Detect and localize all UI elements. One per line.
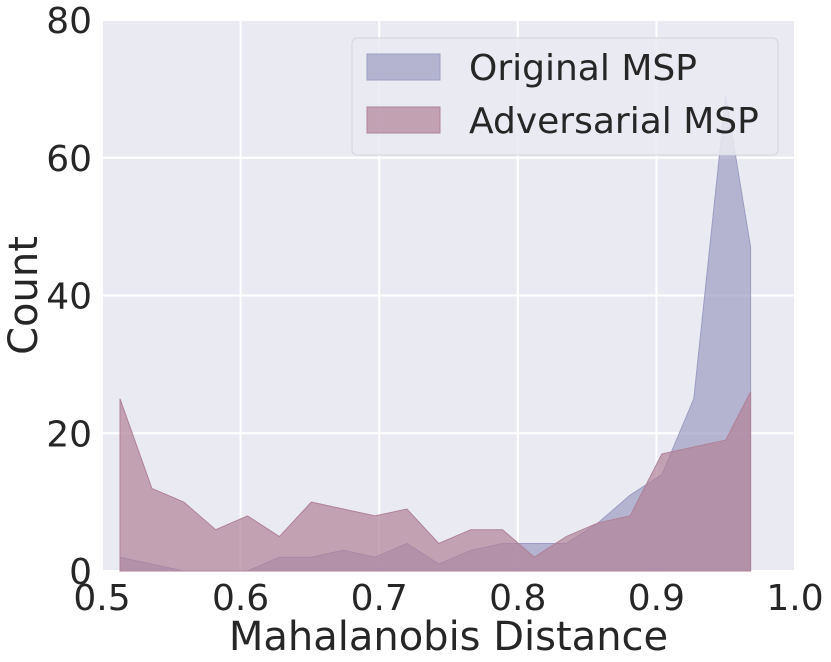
y-tick-label-2: 40: [46, 277, 92, 318]
series-areas: [119, 95, 752, 572]
legend: Original MSP Adversarial MSP: [351, 37, 779, 156]
legend-swatch-0: [366, 53, 441, 81]
legend-frame: [351, 37, 779, 156]
legend-label-1: Adversarial MSP: [469, 101, 759, 142]
series-area-1: [119, 391, 752, 572]
y-tick-label-4: 80: [46, 1, 92, 42]
tick-labels: 0.5 0.6 0.7 0.8 0.9 1.0 0 20 40 60 80: [46, 1, 823, 619]
y-axis-label: Count: [1, 236, 47, 355]
x-tick-label-4: 0.9: [628, 578, 685, 619]
x-tick-label-5: 1.0: [766, 578, 823, 619]
x-tick-label-3: 0.8: [489, 578, 546, 619]
legend-label-0: Original MSP: [469, 48, 697, 89]
y-tick-label-3: 60: [46, 139, 92, 180]
y-tick-label-1: 20: [46, 414, 92, 455]
x-tick-label-1: 0.6: [212, 578, 269, 619]
x-tick-label-0: 0.5: [73, 578, 130, 619]
x-axis-label: Mahalanobis Distance: [229, 614, 668, 660]
legend-swatch-1: [366, 106, 441, 134]
x-tick-label-2: 0.7: [351, 578, 408, 619]
y-tick-label-0: 0: [69, 552, 92, 593]
